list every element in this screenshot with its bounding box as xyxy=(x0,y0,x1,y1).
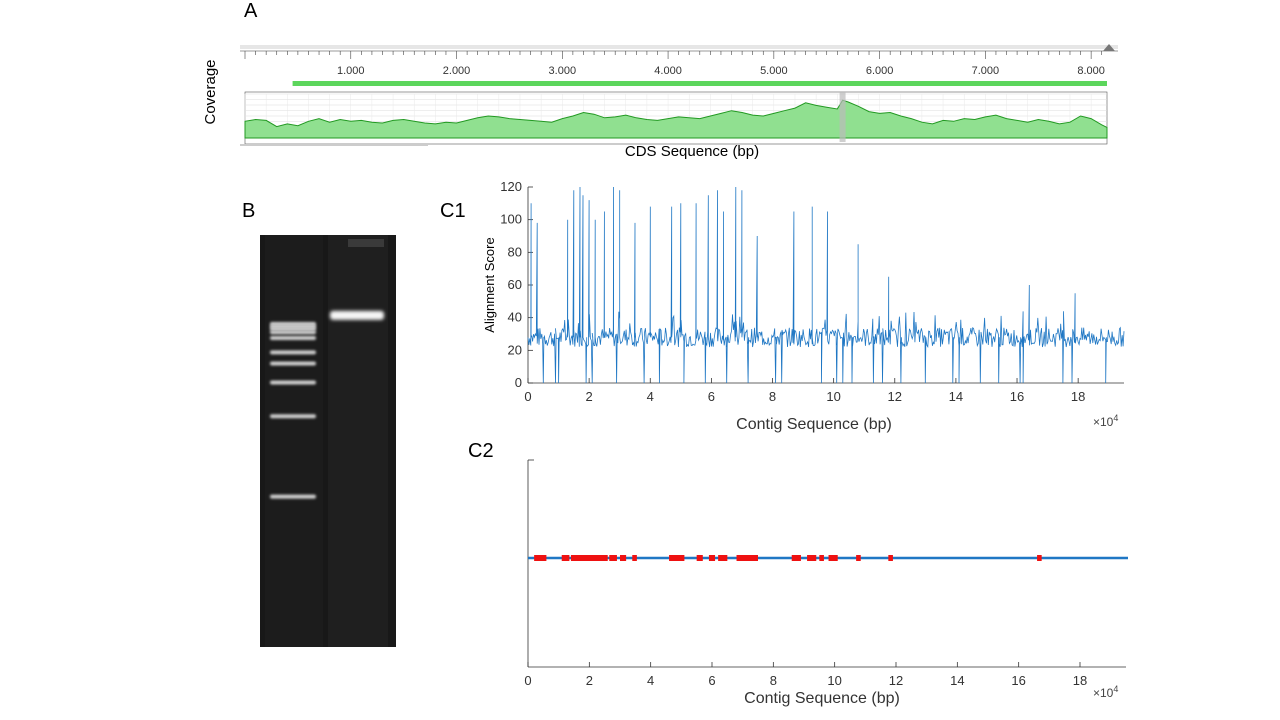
coverage-x-label: CDS Sequence (bp) xyxy=(625,143,759,160)
c2-x-label: Contig Sequence (bp) xyxy=(744,690,900,707)
alignment-segment xyxy=(828,555,838,561)
gel-lane-sample xyxy=(328,235,388,647)
ladder-band xyxy=(270,326,316,331)
c1-x-tick-label: 4 xyxy=(647,389,654,404)
ruler-tick-label: 8.000 xyxy=(1077,65,1105,77)
panel-label-c1: C1 xyxy=(440,200,466,222)
ruler-tick-label: 5.000 xyxy=(760,65,788,77)
alignment-segment xyxy=(609,555,617,561)
sample-band xyxy=(330,310,384,320)
c2-axes: 0 2 4 6 8 10 12 14 16 18 xyxy=(524,459,1126,688)
alignment-segment xyxy=(736,555,758,561)
ruler-tick-label: 6.000 xyxy=(866,65,894,77)
c1-x-scale: ×104 xyxy=(1093,413,1118,429)
alignment-segment xyxy=(570,555,608,561)
gel-image xyxy=(260,235,396,647)
ruler-tick-label: 4.000 xyxy=(654,65,682,77)
c1-x-tick-label: 8 xyxy=(769,389,776,404)
coverage-annotation-bar xyxy=(292,81,1107,86)
c1-x-tick-label: 10 xyxy=(826,389,840,404)
gel-lane-ladder xyxy=(265,235,323,647)
c2-x-tick-label: 8 xyxy=(770,673,777,688)
c2-x-tick-label: 18 xyxy=(1073,673,1087,688)
ladder-band xyxy=(270,414,316,419)
c1-y-label: Alignment Score xyxy=(482,237,497,332)
c1-y-tick-label: 60 xyxy=(508,277,522,292)
alignment-segment xyxy=(708,555,716,561)
alignment-segment xyxy=(561,555,570,561)
alignment-segment xyxy=(856,555,861,561)
ladder-band xyxy=(270,380,316,385)
ruler-tick-label: 1.000 xyxy=(337,65,365,77)
ruler-end-marker xyxy=(1103,44,1115,51)
c1-y-tick-label: 40 xyxy=(508,310,522,325)
c1-x-tick-label: 12 xyxy=(888,389,902,404)
ladder-band xyxy=(270,350,316,355)
panel-label-a: A xyxy=(244,0,258,22)
alignment-segment xyxy=(807,555,817,561)
c1-y-tick-label: 100 xyxy=(500,212,522,227)
c1-axes: 0 2 4 6 8 10 12 14 16 18 0 20 40 60 80 100 120 xyxy=(500,179,1124,404)
c1-x-tick-label: 16 xyxy=(1010,389,1024,404)
gel-well xyxy=(348,239,384,247)
ruler-tick-label: 7.000 xyxy=(972,65,1000,77)
ladder-band xyxy=(270,494,316,499)
alignment-segment xyxy=(534,555,547,561)
position-ruler: 1.000 2.000 3.000 4.000 5.000 6.000 7.000 8.000 xyxy=(240,44,1118,77)
c2-x-scale: ×104 xyxy=(1093,684,1118,700)
coverage-area xyxy=(244,99,1108,139)
alignment-segment xyxy=(819,555,824,561)
c2-x-tick-label: 6 xyxy=(708,673,715,688)
alignment-segment xyxy=(718,555,728,561)
ladder-band xyxy=(270,330,316,335)
ladder-bands xyxy=(270,321,316,499)
c1-x-label: Contig Sequence (bp) xyxy=(736,416,892,433)
ruler-track xyxy=(240,45,1118,49)
c2-x-tick-label: 10 xyxy=(827,673,841,688)
c1-x-tick-label: 2 xyxy=(586,389,593,404)
ladder-band xyxy=(270,336,316,340)
c2-x-tick-label: 14 xyxy=(950,673,964,688)
alignment-segment xyxy=(1037,555,1042,561)
c2-x-tick-label: 12 xyxy=(889,673,903,688)
ruler-tick-label: 2.000 xyxy=(443,65,471,77)
panel-label-c2: C2 xyxy=(468,440,494,462)
coverage-chart: 1.000 2.000 3.000 4.000 5.000 6.000 7.000 8.000… xyxy=(202,44,1118,160)
alignment-segments xyxy=(534,555,1042,561)
c1-y-tick-label: 0 xyxy=(515,375,522,390)
ruler-tick-label: 3.000 xyxy=(549,65,577,77)
c1-x-tick-label: 14 xyxy=(949,389,963,404)
alignment-segment xyxy=(669,555,685,561)
alignment-segment xyxy=(632,555,637,561)
c1-y-tick-label: 20 xyxy=(508,342,522,357)
c2-x-tick-label: 0 xyxy=(524,673,531,688)
alignment-segment xyxy=(888,555,893,561)
alignment-score-series xyxy=(527,186,1125,384)
alignment-segment xyxy=(696,555,703,561)
coverage-y-label: Coverage xyxy=(202,59,219,124)
c1-x-tick-label: 18 xyxy=(1071,389,1085,404)
c1-y-tick-label: 120 xyxy=(500,179,522,194)
highlight-marker xyxy=(839,92,846,142)
ladder-band xyxy=(270,361,316,366)
c2-x-tick-label: 16 xyxy=(1011,673,1025,688)
c1-x-tick-label: 0 xyxy=(524,389,531,404)
c1-x-tick-label: 6 xyxy=(708,389,715,404)
c2-x-tick-label: 2 xyxy=(586,673,593,688)
alignment-segment xyxy=(620,555,627,561)
alignment-score-chart: 0 2 4 6 8 10 12 14 16 18 0 20 40 60 80 100 120 Alignment… xyxy=(482,179,1125,433)
alignment-segment xyxy=(791,555,801,561)
c2-x-tick-label: 4 xyxy=(647,673,654,688)
panel-label-b: B xyxy=(242,200,256,222)
c1-y-tick-label: 80 xyxy=(508,244,522,259)
alignment-positions-chart: 0 2 4 6 8 10 12 14 16 18 Contig Sequence (bp) ×10… xyxy=(524,459,1128,707)
